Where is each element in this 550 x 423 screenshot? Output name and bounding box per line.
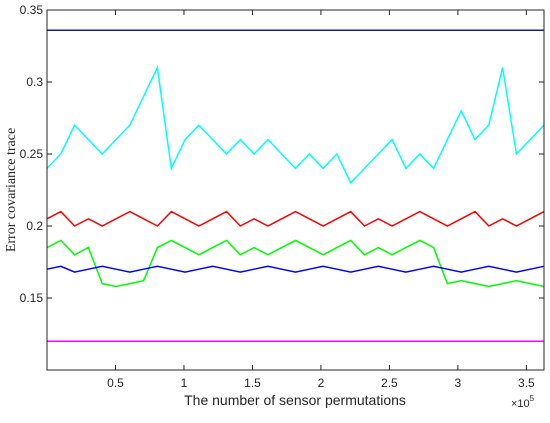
y-axis-title: Error covariance trace <box>4 128 19 252</box>
y-tick-label: 0.2 <box>26 219 43 233</box>
x-tick-label: 0.5 <box>107 376 124 390</box>
series-line-3 <box>46 239 545 288</box>
x-tick-label: 1 <box>181 376 188 390</box>
series-layer <box>46 29 545 342</box>
x-tick-label: 2 <box>318 376 325 390</box>
series-line-1 <box>46 65 545 185</box>
plot-frame <box>46 9 545 371</box>
x-axis-multiplier: ×105 <box>511 394 535 410</box>
series-line-4 <box>46 265 545 273</box>
y-tick-label: 0.3 <box>26 75 43 89</box>
x-tick-label: 3 <box>455 376 462 390</box>
y-tick-label: 0.15 <box>20 291 44 305</box>
series-line-2 <box>46 210 545 227</box>
y-axis-ticks: 0.15 0.2 0.25 0.3 0.35 <box>20 3 544 305</box>
y-tick-label: 0.25 <box>20 147 44 161</box>
x-axis-multiplier-exponent: 5 <box>530 394 535 403</box>
plot-area <box>47 10 544 370</box>
x-tick-label: 2.5 <box>381 376 398 390</box>
x-axis-title: The number of sensor permutations <box>184 392 406 408</box>
y-tick-label: 0.35 <box>20 3 44 17</box>
x-tick-label: 3.5 <box>518 376 535 390</box>
x-axis-ticks: 0.5 1 1.5 2 2.5 3 3.5 <box>107 10 535 390</box>
x-axis-multiplier-base: ×10 <box>511 398 530 410</box>
x-tick-label: 1.5 <box>244 376 261 390</box>
